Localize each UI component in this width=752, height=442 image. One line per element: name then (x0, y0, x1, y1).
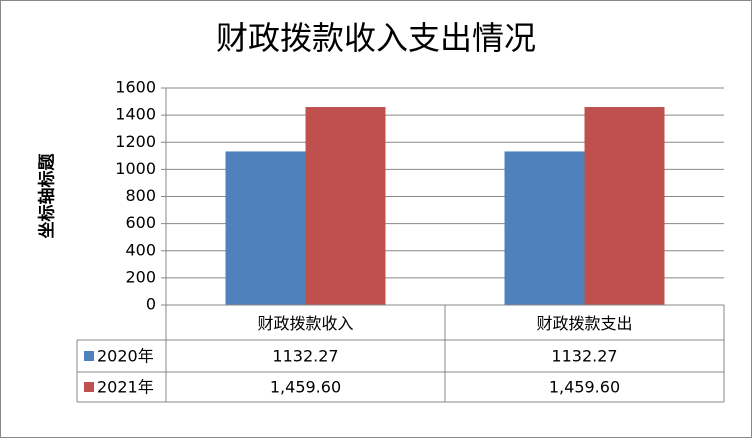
table-value: 1132.27 (272, 347, 338, 366)
x-tick-label: 财政拨款支出 (536, 314, 632, 333)
y-tick-label: 800 (125, 186, 156, 205)
y-tick-label: 1000 (115, 159, 156, 178)
y-tick-label: 1200 (115, 132, 156, 151)
x-tick-label: 财政拨款收入 (257, 314, 353, 333)
y-tick-label: 1400 (115, 105, 156, 124)
legend-label: 2021年 (97, 378, 154, 397)
y-axis-title: 坐标轴标题 (37, 153, 58, 239)
legend-swatch (84, 351, 94, 361)
bar (504, 151, 585, 305)
y-tick-label: 1600 (115, 78, 156, 97)
legend-swatch (84, 382, 94, 392)
y-tick-label: 600 (125, 213, 156, 232)
chart-title: 财政拨款收入支出情况 (216, 19, 536, 57)
y-tick-label: 200 (125, 267, 156, 286)
bar (584, 107, 665, 305)
table-value: 1132.27 (551, 347, 617, 366)
bar (305, 107, 386, 305)
bar (225, 151, 306, 305)
legend-label: 2020年 (97, 347, 154, 366)
table-value: 1,459.60 (270, 378, 341, 397)
table-value: 1,459.60 (549, 378, 620, 397)
y-tick-label: 0 (146, 295, 156, 314)
y-tick-label: 400 (125, 240, 156, 259)
